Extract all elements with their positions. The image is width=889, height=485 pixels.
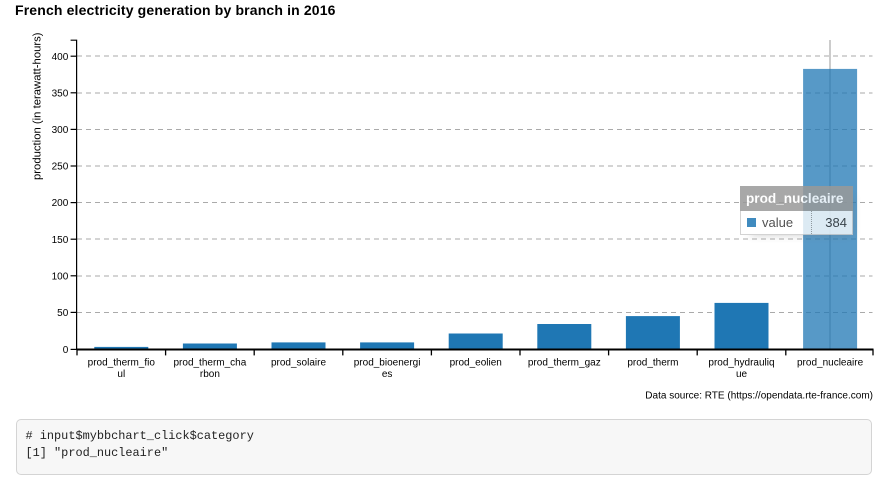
svg-text:prod_therm_fio: prod_therm_fio (88, 357, 156, 368)
svg-text:400: 400 (52, 52, 69, 63)
svg-text:production (in terawatt-hours): production (in terawatt-hours) (32, 32, 44, 180)
svg-text:prod_therm: prod_therm (627, 357, 678, 368)
svg-text:ul: ul (117, 369, 125, 380)
svg-text:0: 0 (63, 345, 69, 356)
svg-text:300: 300 (52, 125, 69, 136)
svg-text:200: 200 (52, 198, 69, 209)
svg-text:250: 250 (52, 162, 69, 173)
svg-text:prod_eolien: prod_eolien (450, 357, 502, 368)
svg-text:100: 100 (52, 271, 69, 282)
svg-text:Data source: RTE (https://open: Data source: RTE (https://opendata.rte-f… (645, 390, 873, 401)
svg-text:350: 350 (52, 88, 69, 99)
svg-text:prod_therm_cha: prod_therm_cha (173, 357, 246, 368)
svg-text:150: 150 (52, 235, 69, 246)
svg-text:prod_bioenergi: prod_bioenergi (354, 357, 421, 368)
svg-text:prod_therm_gaz: prod_therm_gaz (528, 357, 601, 368)
svg-text:50: 50 (57, 308, 69, 319)
svg-text:es: es (382, 369, 393, 380)
svg-text:prod_hydrauliq: prod_hydrauliq (708, 357, 774, 368)
svg-text:prod_nucleaire: prod_nucleaire (797, 357, 864, 368)
svg-text:rbon: rbon (200, 369, 220, 380)
svg-text:prod_solaire: prod_solaire (271, 357, 326, 368)
svg-text:ue: ue (736, 369, 748, 380)
